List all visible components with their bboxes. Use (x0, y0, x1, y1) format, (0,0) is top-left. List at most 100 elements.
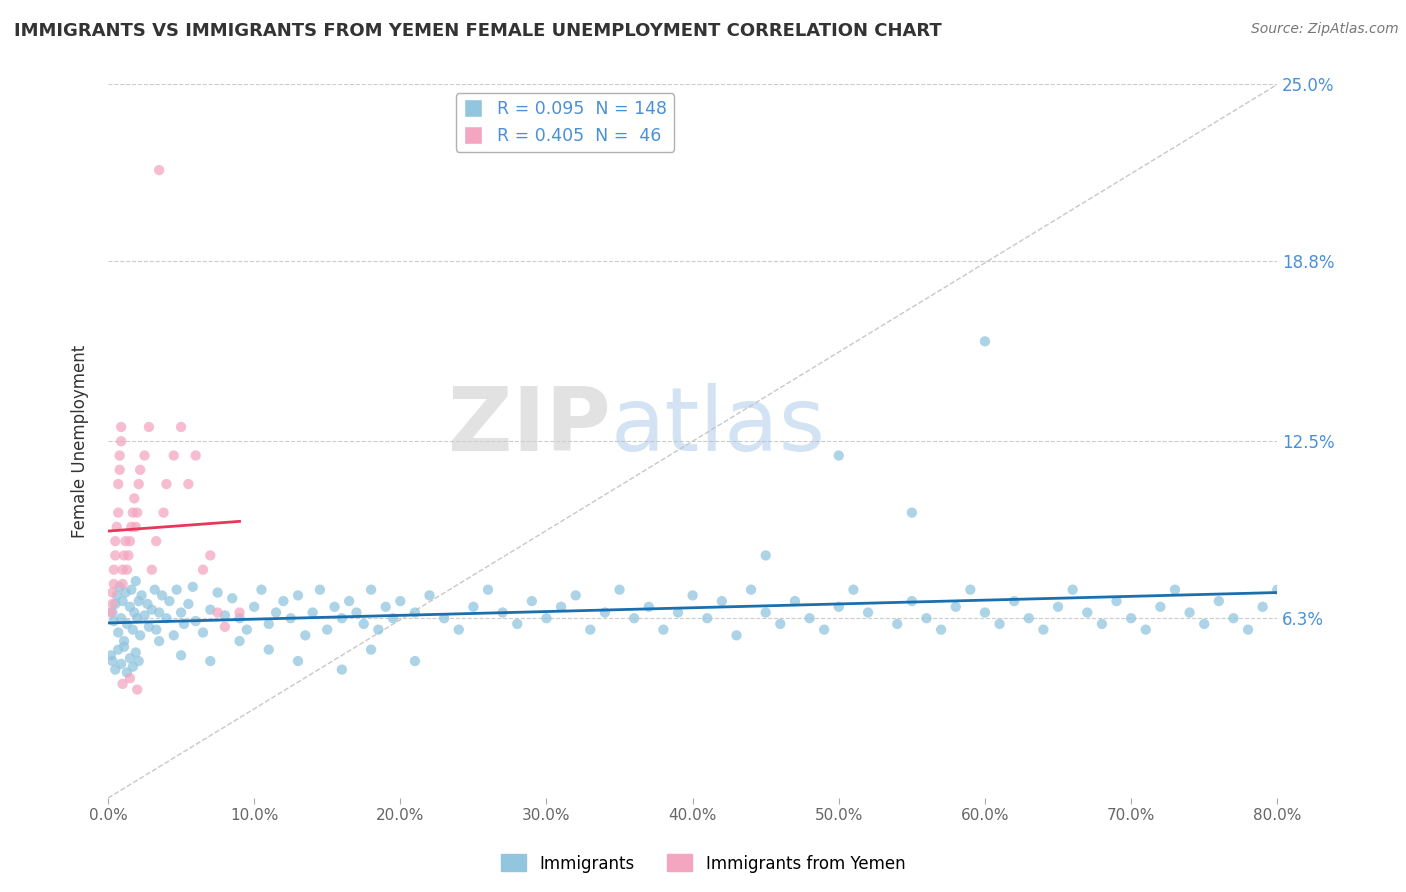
Point (100, 648, 122, 663)
Point (177, 597, 200, 611)
Point (101, 654, 124, 668)
Point (1047, 599, 1070, 614)
Point (886, 616, 908, 631)
Point (740, 582, 762, 597)
Point (145, 623, 167, 637)
Point (1251, 599, 1274, 614)
Point (593, 606, 616, 620)
Point (433, 611, 456, 625)
Point (901, 594, 924, 608)
Point (191, 563, 214, 577)
Point (157, 594, 180, 608)
Point (141, 602, 163, 616)
Point (652, 623, 675, 637)
Point (114, 585, 136, 599)
Point (250, 582, 273, 597)
Point (111, 563, 134, 577)
Point (129, 628, 152, 642)
Text: atlas: atlas (610, 384, 825, 470)
Point (637, 599, 659, 614)
Point (104, 549, 127, 563)
Point (128, 654, 150, 668)
Point (353, 616, 375, 631)
Point (404, 654, 426, 668)
Point (1208, 594, 1230, 608)
Point (124, 491, 146, 506)
Point (520, 594, 543, 608)
Point (1164, 582, 1187, 597)
Point (136, 597, 159, 611)
Point (1062, 582, 1084, 597)
Point (105, 520, 128, 534)
Point (447, 623, 470, 637)
Point (150, 588, 173, 602)
Point (915, 611, 938, 625)
Point (287, 588, 309, 602)
Point (125, 574, 148, 588)
Point (309, 582, 332, 597)
Point (1018, 611, 1040, 625)
Point (101, 597, 124, 611)
Point (360, 582, 382, 597)
Point (294, 628, 316, 642)
Point (330, 663, 353, 677)
Point (1265, 582, 1288, 597)
Point (108, 463, 131, 477)
Text: IMMIGRANTS VS IMMIGRANTS FROM YEMEN FEMALE UNEMPLOYMENT CORRELATION CHART: IMMIGRANTS VS IMMIGRANTS FROM YEMEN FEMA… (14, 22, 942, 40)
Point (264, 606, 287, 620)
Point (725, 628, 748, 642)
Point (367, 623, 389, 637)
Point (100, 606, 122, 620)
Point (419, 588, 441, 602)
Point (404, 606, 426, 620)
Point (536, 611, 558, 625)
Point (163, 628, 186, 642)
Point (828, 599, 851, 614)
Point (141, 563, 163, 577)
Point (184, 614, 207, 628)
Point (346, 606, 368, 620)
Point (389, 594, 412, 608)
Point (623, 611, 645, 625)
Point (112, 634, 135, 648)
Point (191, 625, 214, 640)
Point (115, 665, 138, 680)
Point (856, 606, 879, 620)
Point (127, 682, 149, 697)
Point (200, 602, 222, 616)
Point (134, 608, 156, 623)
Point (103, 577, 125, 591)
Point (491, 606, 513, 620)
Point (579, 623, 602, 637)
Point (120, 582, 142, 597)
Y-axis label: Female Unemployment: Female Unemployment (72, 344, 89, 538)
Point (107, 506, 129, 520)
Point (134, 449, 156, 463)
Point (111, 594, 134, 608)
Point (463, 599, 485, 614)
Point (1237, 623, 1260, 637)
Text: Source: ZipAtlas.com: Source: ZipAtlas.com (1251, 22, 1399, 37)
Point (609, 582, 631, 597)
Point (1032, 623, 1054, 637)
Point (945, 599, 967, 614)
Point (121, 659, 143, 673)
Point (207, 585, 229, 599)
Point (273, 594, 295, 608)
Point (988, 616, 1011, 631)
Point (110, 434, 132, 449)
Point (696, 611, 718, 625)
Point (112, 640, 135, 654)
Point (214, 620, 236, 634)
Point (769, 616, 792, 631)
Point (214, 608, 236, 623)
Point (257, 616, 280, 631)
Point (477, 582, 499, 597)
Point (323, 599, 346, 614)
Point (974, 334, 997, 349)
Point (1135, 623, 1157, 637)
Point (564, 588, 586, 602)
Point (124, 606, 146, 620)
Point (127, 611, 149, 625)
Point (184, 449, 207, 463)
